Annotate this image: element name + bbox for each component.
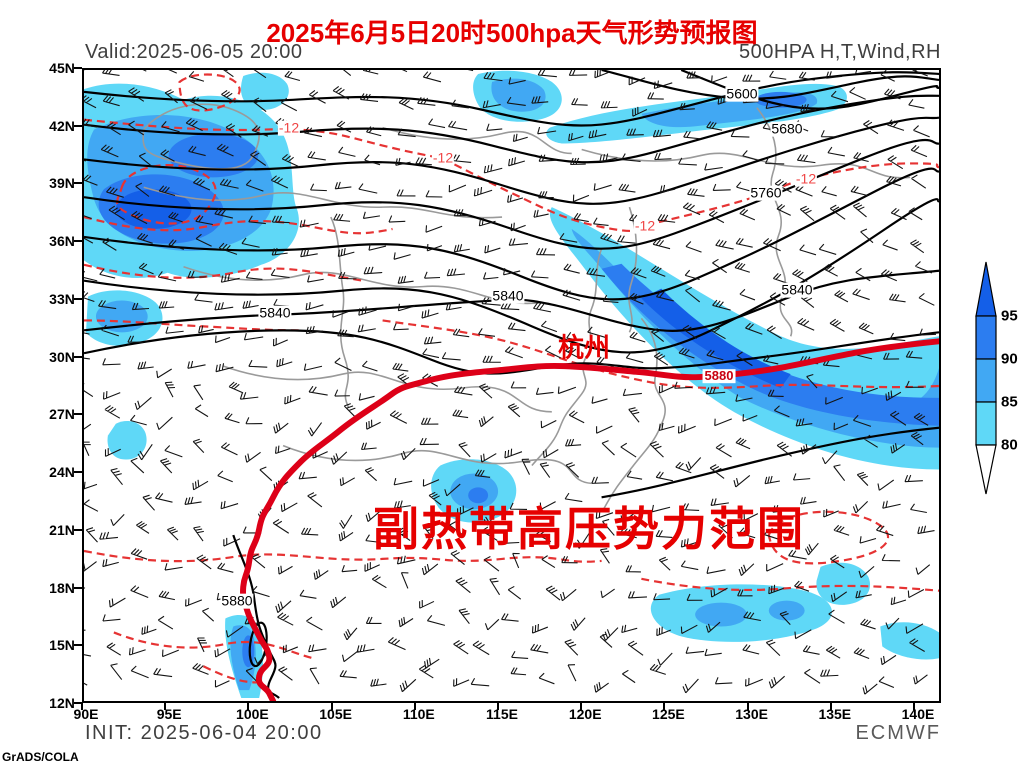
lat-tick-mark [74,182,82,185]
page-title: 2025年6月5日20时500hpa天气形势预报图 [266,18,758,48]
lon-tick-mark [497,703,499,710]
lon-tick-mark [247,703,250,710]
lat-tick-label: 39N [49,175,75,192]
wind-barbs [84,70,937,695]
colorbar-seg-80-85 [975,401,997,446]
lon-tick-mark [829,703,832,710]
lat-tick-label: 30N [49,348,75,365]
colorbar-value-label: 85 [1001,393,1018,411]
grads-credit-label: GrADS/COLA [2,750,79,764]
lon-tick-mark [746,703,749,710]
colorbar-value-label: 80 [1001,436,1018,454]
lat-tick-label: 24N [49,464,75,481]
lon-tick-mark [913,703,915,710]
lat-tick-label: 27N [49,406,75,423]
lon-tick-label: 130E [735,706,768,722]
lat-tick-mark [74,701,82,704]
lon-tick-label: 125E [652,706,685,722]
lon-tick-label: 105E [319,706,352,722]
lon-tick-label: 120E [568,706,602,722]
lon-tick-mark [81,703,83,710]
colorbar-seg-90-95 [975,315,997,360]
lat-tick-mark [74,586,82,589]
lon-tick-label: 100E [236,706,269,722]
lon-tick-mark [580,703,583,710]
model-label: ECMWF [855,722,941,744]
lon-tick-mark [164,703,167,710]
lat-tick-mark [74,67,82,69]
lat-tick-mark [74,644,82,647]
lat-tick-mark [74,355,82,358]
lat-tick-label: 42N [49,117,75,134]
map-plot-area [82,68,941,703]
colorbar-arrow-top [975,261,997,317]
lon-tick-label: 135E [818,706,852,722]
lat-tick-mark [74,124,82,127]
lon-tick-label: 95E [156,706,182,722]
lat-tick-mark [74,240,82,243]
lon-tick-label: 140E [901,706,935,722]
lon-tick-label: 90E [73,706,99,722]
lat-tick-label: 36N [49,233,75,250]
lat-tick-mark [74,413,82,416]
lat-tick-label: 12N [49,694,75,711]
map-graphics [84,70,939,701]
valid-time-label: Valid:2025-06-05 20:00 [85,41,303,63]
lon-tick-mark [413,703,416,710]
lon-tick-mark [663,703,666,710]
colorbar-seg-85-90 [975,358,997,403]
lat-tick-label: 18N [49,579,75,596]
colorbar-value-label: 90 [1001,350,1018,368]
lat-tick-mark [74,471,82,474]
field-list-label: 500HPA H,T,Wind,RH [738,41,941,63]
colorbar-value-label: 95 [1001,307,1018,325]
lat-tick-mark [74,528,82,531]
lat-tick-label: 33N [49,290,75,307]
lon-tick-label: 110E [402,706,435,722]
lon-tick-label: 115E [486,706,518,722]
init-time-label: INIT: 2025-06-04 20:00 [85,722,323,744]
lat-tick-label: 45N [49,60,75,76]
lat-tick-label: 15N [49,637,75,654]
rh-colorbar [972,254,1002,505]
lon-tick-mark [330,703,333,710]
colorbar-arrow-bottom [975,444,997,495]
lat-tick-label: 21N [49,521,75,538]
lat-tick-mark [74,297,82,300]
